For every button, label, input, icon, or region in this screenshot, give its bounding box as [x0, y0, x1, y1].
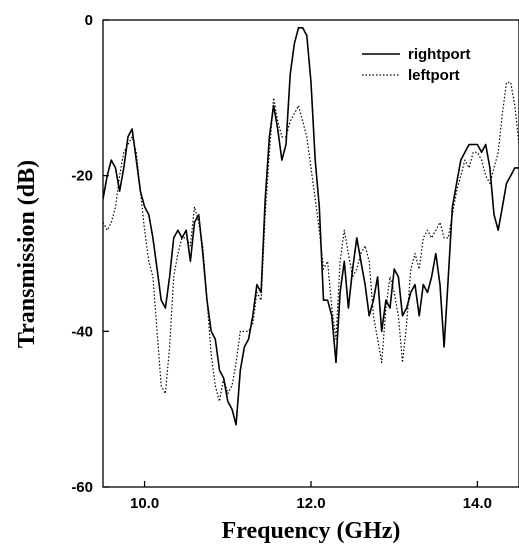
x-axis-title: Frequency (GHz)	[222, 518, 401, 544]
y-tick-label: -20	[71, 168, 93, 185]
legend: rightport leftport	[362, 46, 470, 84]
y-tick-label: -40	[71, 323, 93, 340]
series-layer	[103, 27, 519, 426]
legend-label-rightport: rightport	[408, 46, 470, 63]
series-line-leftport	[103, 81, 519, 402]
x-tick-label: 14.0	[463, 495, 492, 512]
legend-label-leftport: leftport	[408, 67, 460, 84]
series-line-rightport	[103, 27, 519, 426]
x-tick-label: 12.0	[296, 495, 325, 512]
y-axis-title: Transmission (dB)	[14, 160, 40, 348]
y-tick-label: 0	[85, 12, 93, 29]
x-tick-label: 10.0	[130, 495, 159, 512]
y-tick-label: -60	[71, 479, 93, 496]
axis-ticks: 10.0 12.0 14.0 -60 -40 -20 0	[71, 12, 492, 512]
